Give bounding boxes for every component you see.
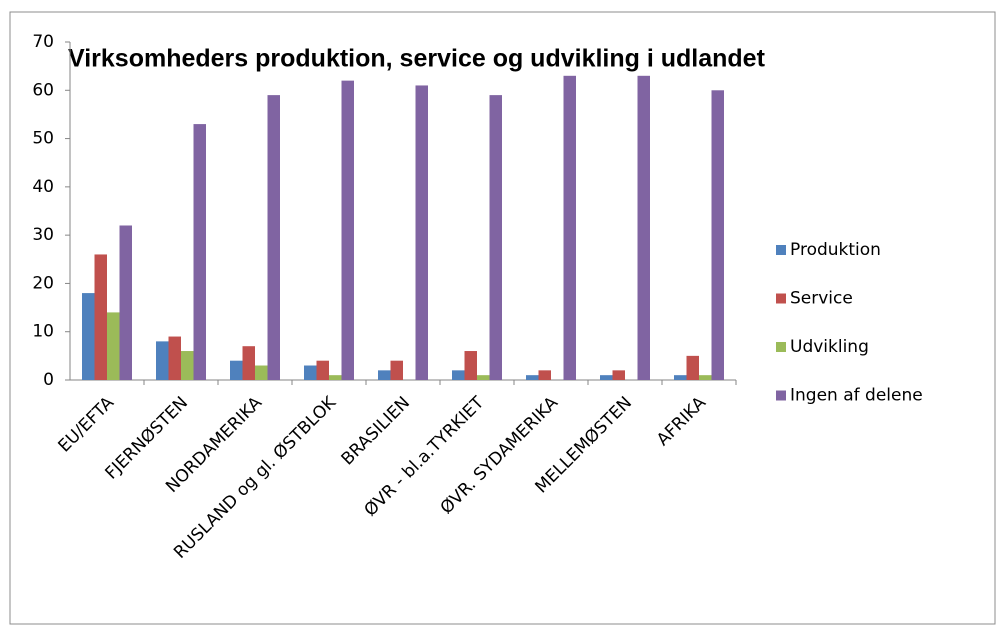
bar — [119, 225, 132, 380]
legend-swatch — [776, 293, 786, 304]
bar — [329, 375, 342, 380]
bar — [181, 351, 194, 380]
bar — [341, 80, 354, 380]
bar — [82, 293, 95, 380]
bar — [255, 365, 268, 380]
bar — [489, 95, 502, 380]
bar — [193, 124, 206, 380]
y-tick-label: 10 — [32, 322, 54, 342]
y-tick-label: 20 — [32, 273, 54, 293]
bar — [242, 346, 255, 380]
chart-border — [9, 11, 996, 625]
legend-swatch — [776, 390, 786, 401]
chart-title: Virksomheders produktion, service og udv… — [68, 45, 766, 73]
bar — [526, 375, 539, 380]
bar — [304, 365, 317, 380]
bar — [538, 370, 551, 380]
bar — [316, 360, 329, 380]
bar — [156, 341, 169, 380]
bar — [390, 360, 403, 380]
bar — [637, 75, 650, 381]
y-tick-label: 40 — [32, 177, 54, 197]
y-tick-label: 70 — [32, 32, 54, 52]
bar — [452, 370, 465, 380]
bar — [477, 375, 490, 380]
legend-swatch — [776, 342, 786, 352]
bar — [168, 336, 181, 380]
bar — [378, 370, 391, 380]
legend-label: Ingen af delene — [790, 386, 923, 406]
legend-label: Service — [790, 289, 853, 309]
bar — [415, 85, 428, 380]
y-tick-label: 60 — [32, 80, 54, 100]
bar — [563, 75, 576, 381]
legend-swatch — [776, 245, 786, 255]
bar — [107, 312, 120, 380]
y-tick-label: 0 — [43, 370, 54, 390]
bar — [711, 90, 724, 381]
bar — [686, 355, 699, 380]
bar — [612, 370, 625, 380]
legend-label: Produktion — [790, 240, 881, 260]
bar — [267, 95, 280, 380]
bar — [94, 254, 107, 380]
bar — [230, 360, 243, 380]
y-tick-label: 50 — [32, 129, 54, 149]
bar — [464, 351, 477, 380]
bar — [600, 375, 613, 380]
legend-label: Udvikling — [790, 337, 869, 357]
bar — [699, 375, 712, 380]
bar — [674, 375, 687, 380]
y-tick-label: 30 — [32, 225, 54, 245]
